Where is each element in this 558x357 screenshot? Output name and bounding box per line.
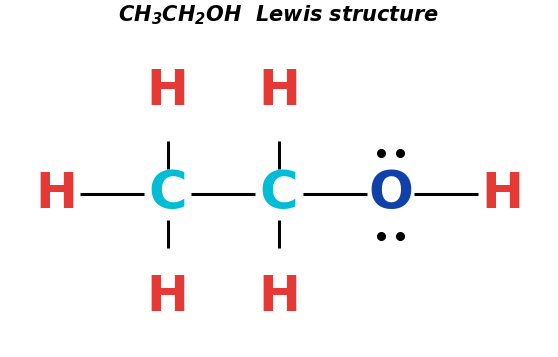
Text: O: O: [368, 169, 413, 220]
Text: H: H: [481, 170, 523, 218]
Text: H: H: [147, 273, 189, 321]
Text: C: C: [148, 169, 187, 220]
Text: C: C: [259, 169, 299, 220]
Text: H: H: [258, 67, 300, 115]
Text: $\bfit{CH_3CH_2OH}$  Lewis structure: $\bfit{CH_3CH_2OH}$ Lewis structure: [118, 3, 440, 26]
Text: H: H: [147, 67, 189, 115]
Text: H: H: [258, 273, 300, 321]
Text: H: H: [35, 170, 77, 218]
